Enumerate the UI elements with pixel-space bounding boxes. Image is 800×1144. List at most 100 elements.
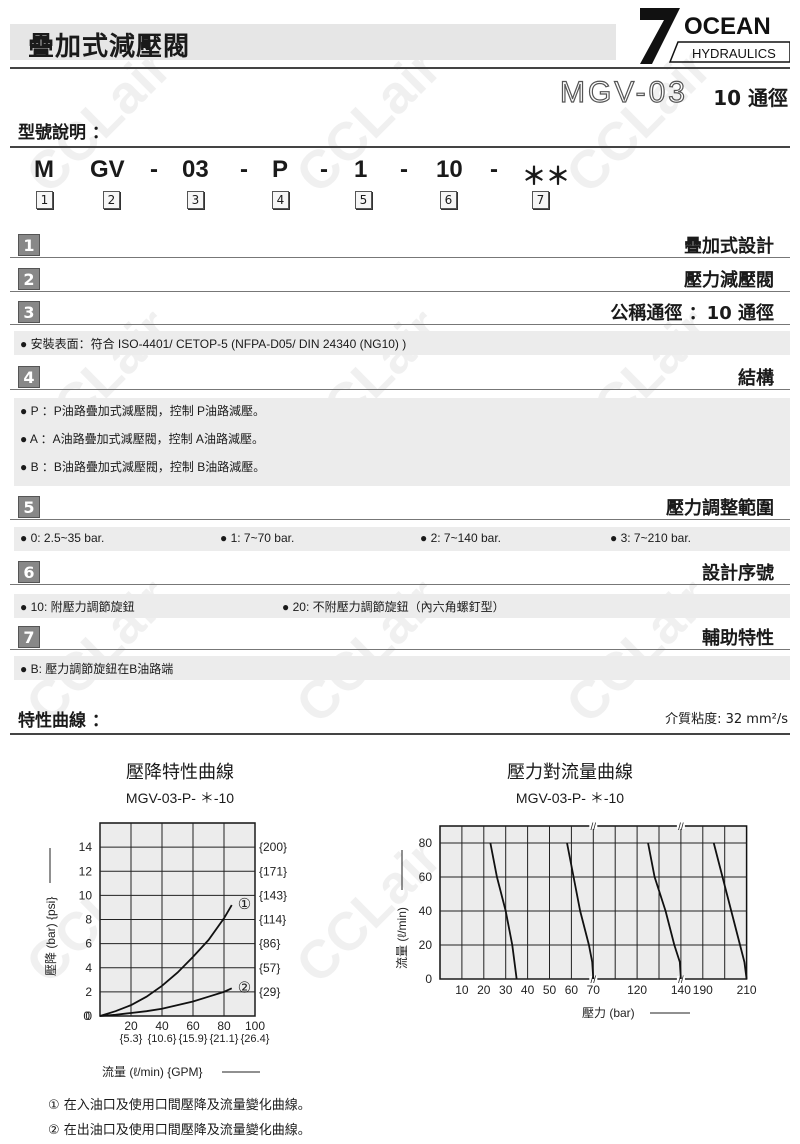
footnote-2: ② 在出油口及使用口間壓降及流量變化曲線。	[48, 1123, 311, 1138]
list-item: ● B ：B油路疊加式減壓閥，控制 B油路減壓。	[20, 460, 266, 474]
section-header-2: 2 壓力減壓閥	[10, 266, 790, 292]
code-separator: -	[320, 156, 328, 183]
section-title: 疊加式設計	[684, 236, 774, 257]
code-separator: -	[400, 156, 408, 183]
code-position-box: 4	[272, 191, 289, 209]
section-title: 設計序號	[702, 563, 774, 584]
code-part: 1	[354, 156, 368, 183]
y-tick-label: 0	[425, 972, 432, 986]
section-number: 2	[18, 268, 40, 290]
section-header-7: 7 輔助特性	[10, 624, 790, 650]
y2-tick-label: {171}	[259, 864, 287, 878]
section-title: 輔助特性	[702, 628, 774, 649]
x-tick-label: 10	[455, 983, 469, 997]
x-tick-label: 100	[245, 1019, 265, 1033]
list-item: ● P ：P油路疊加式減壓閥，控制 P油路減壓。	[20, 404, 266, 418]
y2-tick-label: {86}	[259, 937, 280, 951]
y2-tick-label: {200}	[259, 840, 287, 854]
code-separator: -	[490, 156, 498, 183]
y-tick-label: 20	[419, 938, 433, 952]
section-items: ● 安裝表面：符合 ISO-4401/ CETOP-5 (NFPA-D05/ D…	[14, 331, 790, 355]
y-tick-label: 4	[85, 961, 92, 975]
section-number: 1	[18, 234, 40, 256]
section-number: 7	[18, 626, 40, 648]
section-items: ● P ：P油路疊加式減壓閥，控制 P油路減壓。 ● A ：A油路疊加式減壓閥，控…	[14, 398, 790, 486]
series-label: ②	[238, 979, 251, 996]
page-title: 疊加式減壓閥	[28, 32, 191, 62]
y-axis-label: 壓降 (bar) {psi}	[44, 897, 58, 976]
item-text: A ：A油路疊加式減壓閥，控制 A油路減壓。	[29, 432, 264, 446]
y-tick-label: 60	[419, 870, 433, 884]
y-tick-label: 40	[419, 904, 433, 918]
x-tick-label: 120	[627, 983, 647, 997]
x-tick-label: 20	[124, 1019, 138, 1033]
chart1-title: 壓降特性曲線	[126, 762, 234, 783]
section-number: 5	[18, 496, 40, 518]
list-item: ● 20: 不附壓力調節旋鈕（內六角螺釘型）	[282, 600, 505, 614]
characteristics-heading: 特性曲線 ：	[18, 711, 109, 731]
list-item: ● 3: 7~210 bar.	[610, 531, 691, 545]
axis-break-mark: //	[591, 975, 597, 986]
code-part: 03	[182, 156, 209, 183]
series-1-line	[99, 904, 233, 1017]
chart2-title: 壓力對流量曲線	[507, 762, 633, 783]
y-axis-label: 流量 (ℓ/min)	[395, 907, 409, 969]
x-tick-label: 70	[587, 983, 601, 997]
section-items: ● B: 壓力調節旋鈕在B油路端	[14, 656, 790, 680]
code-position-box: 3	[187, 191, 204, 209]
axis-break	[676, 976, 685, 982]
item-text: B ：B油路疊加式減壓閥，控制 B油路減壓。	[30, 460, 266, 474]
series-1-line	[489, 842, 518, 980]
y2-tick-label: {29}	[259, 985, 280, 999]
code-position-box: 2	[103, 191, 120, 209]
item-text: 10: 附壓力調節旋鈕	[30, 600, 135, 614]
logo-text: OCEAN	[684, 13, 771, 40]
series-2-line	[566, 842, 595, 980]
ocean-logo: OCEAN HYDRAULICS	[640, 6, 791, 64]
section-number: 6	[18, 561, 40, 583]
watermark: CCLair	[284, 567, 453, 735]
y-tick-label: 0	[85, 1009, 92, 1023]
code-part: GV	[90, 156, 125, 183]
series-label: ①	[238, 896, 251, 913]
chart1-subtitle: MGV-03-P- ＊-10	[125, 790, 235, 806]
y-tick-label: 80	[419, 836, 433, 850]
footnote-1: ① 在入油口及使用口間壓降及流量變化曲線。	[48, 1098, 311, 1113]
chart2-subtitle: MGV-03-P- ＊-10	[515, 790, 625, 806]
origin-label: 0	[83, 1009, 90, 1023]
series-4-line	[712, 842, 748, 980]
list-item: ● B: 壓力調節旋鈕在B油路端	[20, 662, 174, 676]
model-size: 10 通徑	[713, 86, 788, 110]
axis-break-mark: //	[591, 822, 597, 833]
item-text: 安裝表面：符合 ISO-4401/ CETOP-5 (NFPA-D05/ DIN…	[30, 337, 407, 351]
code-part: M	[34, 156, 54, 183]
pressure-flow-chart: 0 20 40 60 80 // // // // 10 20 30 40 50 60 70 120 140 190…	[395, 822, 757, 1020]
code-position-box: 1	[36, 191, 53, 209]
code-part: P	[272, 156, 289, 183]
pressure-drop-chart: 0 2 {29} 4 {57} 6 {86} 8 {114} 10 {143} 12 {171} 14 {2…	[44, 822, 287, 1079]
item-text: 20: 不附壓力調節旋鈕（內六角螺釘型）	[292, 600, 505, 614]
axis-break	[589, 823, 598, 829]
y-tick-label: 6	[85, 937, 92, 951]
x-tick-label: 210	[737, 983, 757, 997]
divider	[10, 67, 790, 69]
section-title: 公稱通徑 ：10 通徑	[610, 303, 774, 324]
code-part: 10	[436, 156, 463, 183]
code-part: ＊＊	[522, 163, 570, 190]
x-tick-label: 190	[693, 983, 713, 997]
x2-tick-label: {15.9}	[179, 1033, 208, 1045]
divider	[10, 733, 790, 735]
watermark: CCLair	[284, 37, 453, 205]
item-text: P ：P油路疊加式減壓閥，控制 P油路減壓。	[30, 404, 266, 418]
title-bar	[10, 24, 616, 60]
y-tick-label: 2	[85, 985, 92, 999]
section-number: 4	[18, 366, 40, 388]
x-tick-label: 50	[543, 983, 557, 997]
axis-break-mark: //	[678, 975, 684, 986]
axis-break	[676, 823, 685, 829]
x2-tick-label: {10.6}	[148, 1033, 177, 1045]
series-2-line	[99, 987, 233, 1017]
section-header-3: 3 公稱通徑 ：10 通徑	[10, 299, 790, 325]
y-tick-label: 14	[79, 840, 93, 854]
y-tick-label: 8	[85, 913, 92, 927]
